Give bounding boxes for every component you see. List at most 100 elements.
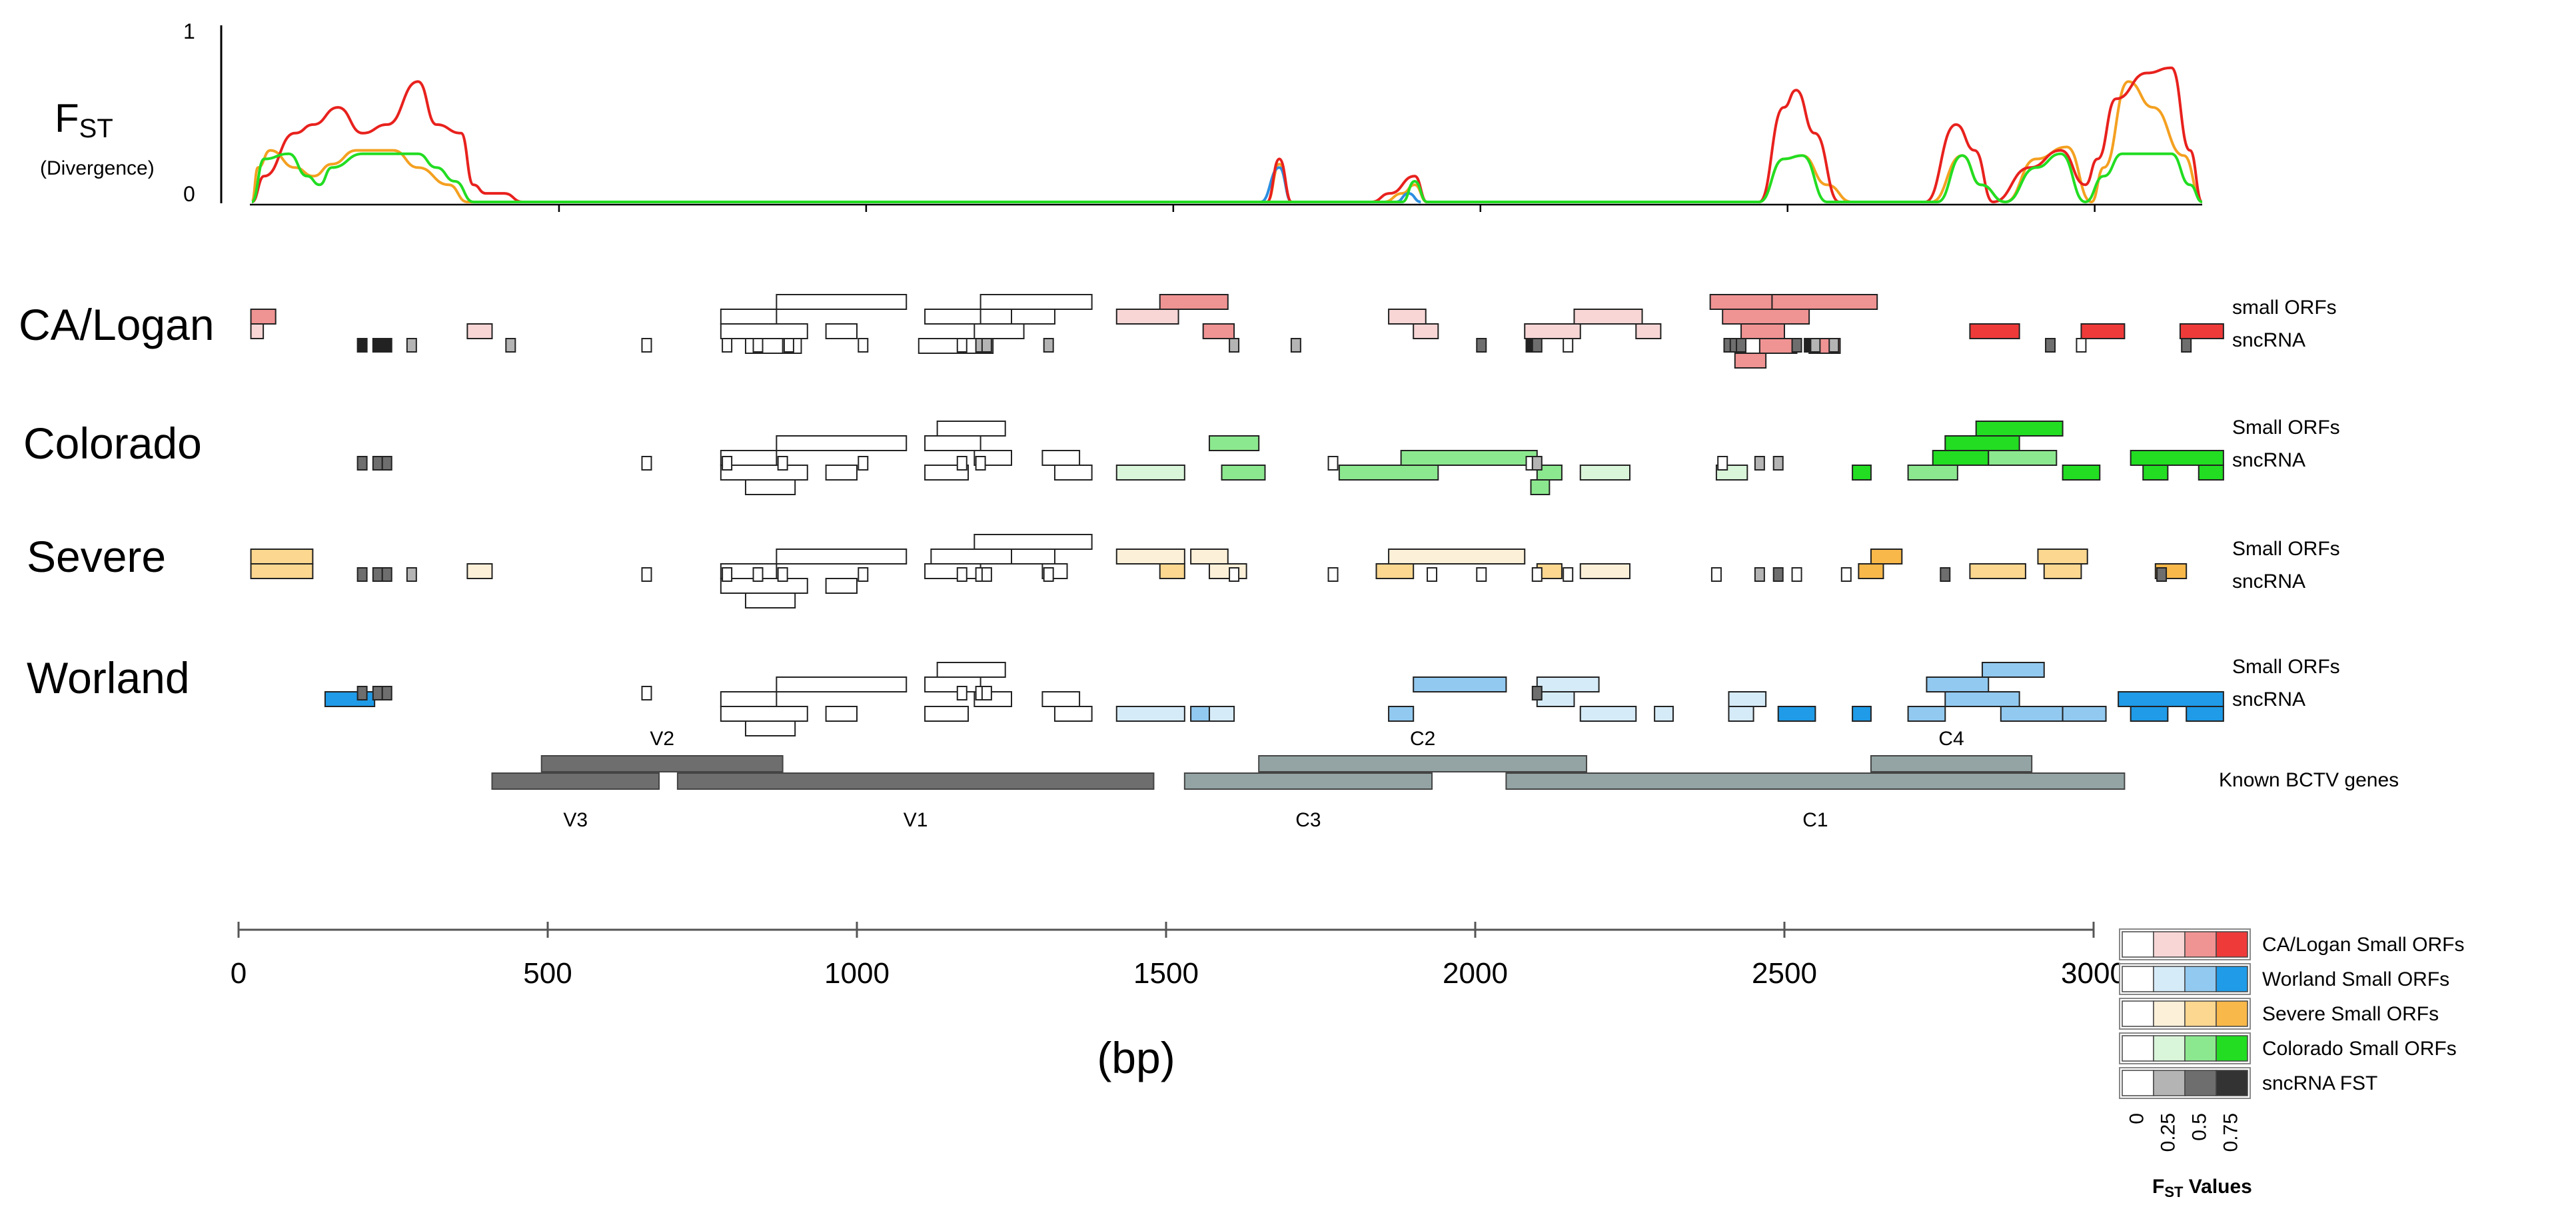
small-orf [1159,294,1229,310]
track-severe [250,534,2188,608]
sncrna-mark [722,567,733,582]
sncrna-mark [1772,456,1784,471]
small-orf [1944,435,2020,451]
small-orf [1969,563,2026,579]
small-orf [1208,563,1247,579]
small-orf [924,676,981,692]
sncrna-mark [641,686,652,700]
small-orf [466,563,493,579]
small-orf [776,435,908,451]
legend-swatch [2153,1000,2186,1027]
legend-value-label: 0.5 [2189,1113,2211,1141]
small-orf [1771,294,1878,310]
sncrna-mark [1840,567,1852,582]
legend-swatch [2216,1000,2248,1027]
sncrna-mark [1710,567,1722,582]
small-orf [250,309,277,325]
small-orf [250,563,314,579]
fst-ylabel-main: F [55,96,79,141]
small-orf [250,323,265,339]
small-orf [1907,706,1946,722]
fst-x-ticks [558,205,2096,212]
sncrna-mark [1791,338,1802,353]
orf-label-worland: Small ORFs [2232,656,2340,678]
small-orf [1852,706,1872,722]
small-orf [1190,706,1210,722]
track-labels: small ORFs sncRNA Small ORFs sncRNA Smal… [2232,297,2340,710]
small-orf [2037,549,2088,565]
small-orf [2142,465,2169,481]
small-orf [720,691,778,707]
legend-swatch [2122,931,2154,958]
small-orf [1524,323,1581,339]
small-orf [1530,479,1551,495]
legend-value-label: 0 [2126,1113,2148,1124]
small-orf [924,563,981,579]
sncrna-mark [1476,338,1487,353]
legend-swatch [2216,1035,2248,1062]
sncrna-mark [381,456,392,471]
legend-value-label: 0.25 [2158,1113,2180,1152]
fst-ylabel-sub: ST [79,114,113,143]
small-orf [1709,294,1773,310]
bp-tick-label: 3000 [2061,957,2126,990]
sncrna-mark [1229,567,1240,582]
legend-title-tail: Values [2183,1176,2252,1198]
legend-row-label: sncRNA FST [2262,1072,2377,1094]
sncrna-mark [372,338,383,353]
sncrna-mark [956,686,967,700]
legend-swatch [2216,931,2248,958]
bp-tick-label: 1000 [824,957,890,990]
small-orf [924,706,969,722]
legend-swatch [2122,1000,2154,1027]
small-orf [2043,563,2082,579]
sncrna-mark [1531,686,1543,700]
small-orf [1388,706,1415,722]
small-orf [2130,450,2224,466]
small-orf [1400,450,1538,466]
sncrna-mark [783,338,794,353]
legend-title-main: F [2152,1176,2164,1198]
sncrna-mark [2076,338,2087,353]
small-orf [825,465,858,481]
sncrna-mark [1736,338,1747,353]
sncrna-mark [406,567,417,582]
known-genes: V2 V3 V1 C2 C3 C4 C1 [491,728,2126,831]
sncrna-mark [641,567,652,582]
small-orf [720,578,808,594]
legend-title: FST Values [2152,1176,2252,1200]
legend-swatch [2184,1035,2217,1062]
sncrna-mark [1531,567,1543,582]
small-orf [744,479,796,495]
sncrna-mark [956,567,967,582]
bp-tick-label: 1500 [1133,957,1199,990]
sncrna-mark [1772,567,1784,582]
small-orf [1011,309,1055,325]
small-orf [918,338,994,354]
small-orf [825,706,858,722]
sncrna-mark [372,686,383,700]
sncrna-mark [981,686,992,700]
small-orf [2198,465,2224,481]
small-orf [1190,549,1229,565]
sncrna-mark [777,456,788,471]
small-orf [250,549,314,565]
small-orf [2080,323,2126,339]
legend-swatch [2184,931,2217,958]
small-orf [1413,323,1439,339]
small-orf [1011,549,1055,565]
legend-row-label: Colorado Small ORFs [2262,1038,2457,1060]
sncrna-mark [1810,338,1821,353]
legend-value-label: 0.75 [2220,1113,2242,1152]
small-orf [720,706,808,722]
fst-ytick-bottom: 0 [183,182,195,206]
small-orf [744,720,796,736]
small-orf [1053,465,1093,481]
small-orf [720,323,808,339]
sncrna-mark [641,456,652,471]
sncrna-mark [2156,567,2168,582]
sncrna-mark [2181,338,2192,353]
legend-swatch [2153,966,2186,992]
sncrna-mark [981,567,992,582]
legend-swatch [2122,1035,2154,1062]
